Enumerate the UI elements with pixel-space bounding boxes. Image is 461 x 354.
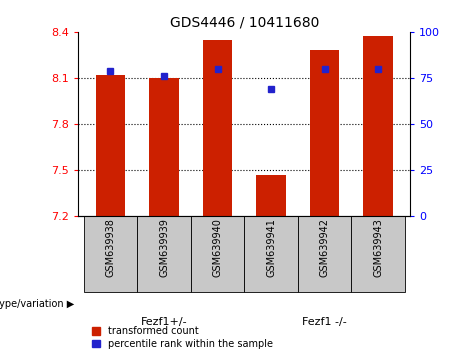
Text: GSM639943: GSM639943 bbox=[373, 218, 383, 277]
Text: Fezf1 -/-: Fezf1 -/- bbox=[302, 317, 347, 327]
Text: genotype/variation ▶: genotype/variation ▶ bbox=[0, 298, 74, 309]
Bar bbox=[256, 175, 286, 216]
Bar bbox=[351, 216, 405, 292]
Text: GSM639938: GSM639938 bbox=[106, 218, 116, 277]
Legend: transformed count, percentile rank within the sample: transformed count, percentile rank withi… bbox=[93, 326, 273, 349]
Bar bbox=[96, 75, 125, 216]
Text: GSM639939: GSM639939 bbox=[159, 218, 169, 277]
Text: GSM639940: GSM639940 bbox=[213, 218, 223, 277]
Text: Fezf1+/-: Fezf1+/- bbox=[141, 317, 187, 327]
Bar bbox=[84, 216, 137, 292]
Bar bbox=[298, 216, 351, 292]
Text: GSM639942: GSM639942 bbox=[319, 218, 330, 277]
Bar bbox=[363, 36, 393, 216]
Text: GSM639941: GSM639941 bbox=[266, 218, 276, 277]
Title: GDS4446 / 10411680: GDS4446 / 10411680 bbox=[170, 15, 319, 29]
Bar bbox=[191, 216, 244, 292]
Bar bbox=[203, 40, 232, 216]
Bar bbox=[310, 50, 339, 216]
Bar bbox=[149, 78, 179, 216]
Bar bbox=[244, 216, 298, 292]
Bar bbox=[137, 216, 191, 292]
